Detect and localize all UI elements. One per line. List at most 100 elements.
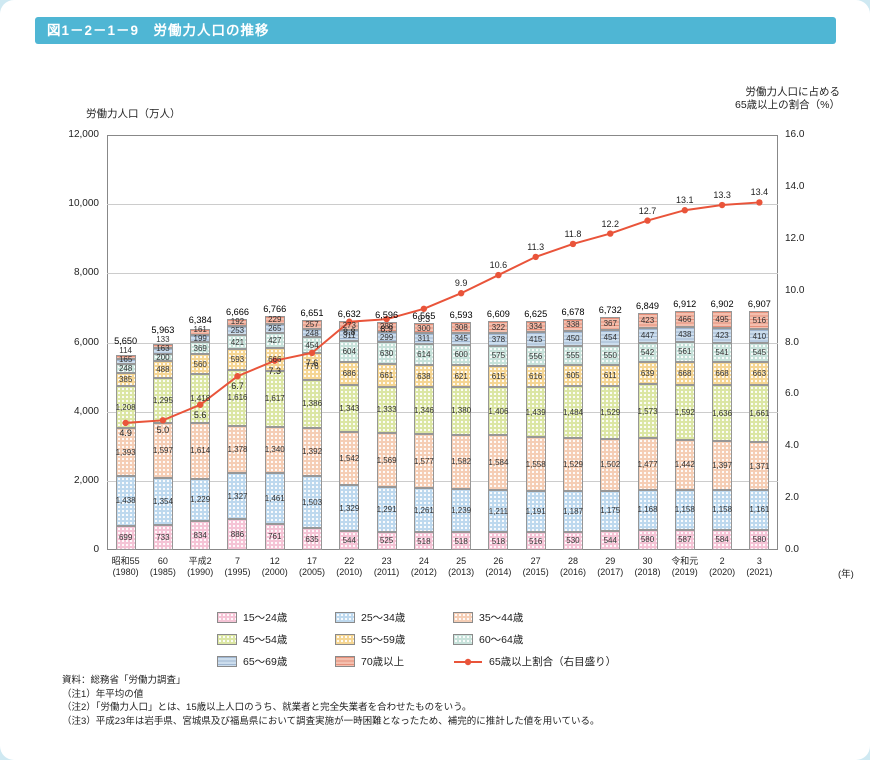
bar-segment: [413, 365, 434, 388]
year-unit-label: (年): [838, 569, 854, 580]
bar-segment: [674, 361, 695, 385]
segment-value-label: 200: [156, 352, 170, 362]
segment-value-label: 1,397: [712, 461, 733, 471]
bar-segment: [674, 439, 695, 490]
bar-segment: [190, 478, 211, 522]
segment-value-label: 593: [230, 355, 245, 365]
y2-tick-label: 4.0: [785, 440, 799, 452]
bar-segment: [712, 343, 733, 362]
bar-segment: [302, 379, 323, 428]
note-line: （注1）年平均の値: [62, 688, 144, 700]
line-point: [271, 357, 278, 364]
segment-value-label: 385: [118, 374, 133, 384]
segment-value-label: 886: [230, 530, 245, 540]
trend-line: [122, 199, 763, 427]
bar-segment: [600, 490, 621, 532]
right-axis-title: 労働力人口に占める 65歳以上の割合（%）: [735, 86, 840, 112]
x-tick-label: 22 (2010): [336, 556, 363, 577]
segment-value-label: 518: [491, 536, 506, 546]
bar-segment: [488, 532, 509, 550]
segment-value-label: 663: [752, 368, 767, 378]
bar-segment: [115, 358, 136, 365]
segment-value-label: 495: [715, 315, 729, 325]
segment-value-label: 421: [230, 337, 245, 347]
bar-segment: [562, 319, 583, 331]
y-tick-label: 2,000: [73, 474, 99, 486]
bar-segment: [227, 326, 248, 335]
bar-segment: [115, 372, 136, 387]
bar-segment: [637, 327, 658, 344]
segment-value-label: 1,617: [264, 394, 285, 404]
bar-segment: [115, 427, 136, 477]
bar-segment: [674, 489, 695, 530]
segment-value-label: 1,329: [339, 503, 360, 513]
segment-value-label: 308: [454, 322, 468, 332]
bar-total-label: 6,666: [225, 306, 249, 317]
segment-value-label: 288: [379, 322, 394, 332]
legend-item: 15～24歳: [217, 610, 335, 625]
x-tick-label: 7 (1995): [224, 556, 251, 577]
bar-segment: [749, 343, 770, 362]
segment-value-label: 668: [678, 368, 692, 378]
legend-swatch: [217, 656, 237, 667]
bar-segment: [525, 387, 546, 438]
segment-value-label: 699: [118, 533, 133, 543]
segment-value-label: 1,380: [451, 406, 472, 416]
legend-label: 45～54歳: [243, 634, 288, 646]
line-point: [159, 417, 167, 424]
segment-value-label: 1,616: [227, 393, 248, 403]
bar-segment: [264, 316, 285, 324]
bar-segment: [712, 441, 733, 490]
bar-segment: [227, 473, 248, 520]
bar-segment: [674, 310, 695, 328]
bar-segment: [451, 434, 472, 490]
segment-value-label: 322: [491, 322, 506, 332]
bar-segment: [562, 531, 583, 550]
line-value-label: 12.7: [638, 205, 657, 216]
segment-value-label: 1,393: [115, 447, 136, 457]
segment-value-label: 1,211: [488, 506, 509, 516]
segment-value-label: 338: [566, 320, 580, 330]
segment-value-label: 1,291: [376, 505, 397, 515]
segment-value-label: 635: [305, 534, 319, 544]
x-tick-label: 60 (1985): [149, 556, 176, 577]
bar-segment: [674, 384, 695, 440]
segment-value-label: 1,191: [525, 507, 546, 517]
segment-value-label: 257: [305, 319, 319, 329]
grid-line: [107, 204, 778, 206]
segment-value-label: 638: [417, 371, 431, 381]
bar-segment: [227, 319, 248, 327]
legend-swatch: [335, 656, 355, 667]
segment-value-label: 161: [193, 324, 207, 334]
bar-segment: [749, 328, 770, 344]
bar-total-label: 6,651: [300, 307, 324, 318]
bar-total-label: 6,907: [747, 299, 771, 310]
bar-segment: [525, 320, 546, 333]
left-axis-title: 労働力人口（万人）: [86, 108, 181, 120]
segment-value-label: 1,584: [488, 458, 509, 468]
bar-segment: [264, 323, 285, 334]
segment-value-label: 1,614: [190, 446, 211, 456]
bar-segment: [413, 488, 434, 533]
bar-segment: [413, 344, 434, 366]
segment-value-label: 488: [156, 364, 170, 374]
bar-segment: [413, 333, 434, 345]
legend-item: 70歳以上: [335, 654, 453, 669]
x-tick-label: 令和元 (2019): [671, 556, 699, 577]
bar-segment: [376, 342, 397, 364]
bar-segment: [152, 524, 173, 550]
segment-value-label: 1,261: [413, 505, 434, 515]
line-point: [681, 207, 689, 214]
segment-value-label: 630: [379, 348, 394, 358]
legend-swatch: [335, 634, 355, 645]
bar-segment: [339, 485, 360, 532]
note-line: 資料：総務省「労働力調査」: [62, 675, 186, 686]
bar-segment: [227, 349, 248, 370]
line-point: [495, 271, 502, 279]
bar-segment: [525, 490, 546, 533]
line-value-label: 7.6: [305, 357, 319, 368]
line-value-label: 8.8: [343, 326, 356, 337]
x-tick-label: 26 (2014): [485, 556, 512, 577]
bar-segment: [749, 442, 770, 490]
legend-swatch: [453, 612, 473, 623]
